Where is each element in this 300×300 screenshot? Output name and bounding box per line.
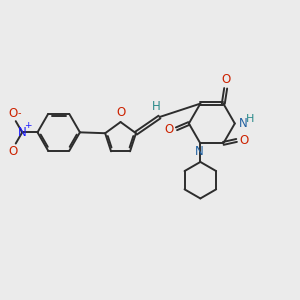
Text: +: + (24, 122, 32, 130)
Text: O: O (116, 106, 125, 119)
Text: O: O (9, 107, 18, 120)
Text: O: O (165, 123, 174, 136)
Text: H: H (152, 100, 160, 113)
Text: O: O (239, 134, 249, 147)
Text: N: N (18, 126, 27, 139)
Text: -: - (18, 109, 21, 118)
Text: O: O (9, 145, 18, 158)
Text: N: N (194, 145, 203, 158)
Text: O: O (221, 73, 230, 85)
Text: H: H (246, 114, 254, 124)
Text: N: N (239, 117, 248, 130)
